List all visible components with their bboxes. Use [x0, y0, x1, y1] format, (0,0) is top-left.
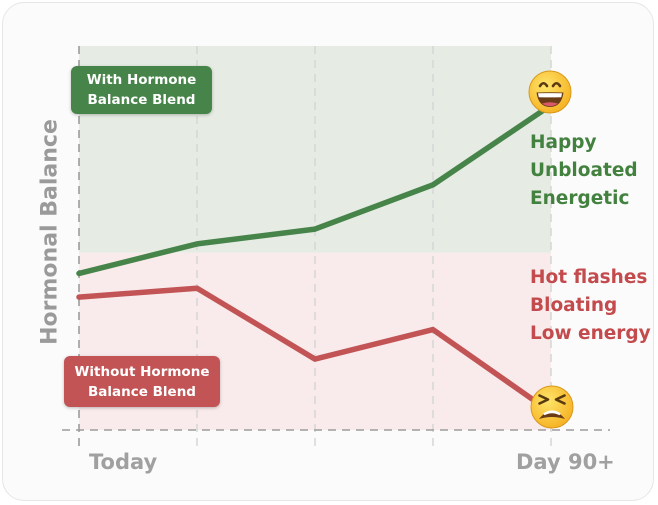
without-blend-outcomes: Hot flashes Bloating Low energy	[530, 264, 651, 348]
outcome-happy: Happy	[530, 132, 597, 153]
grinning-face-icon	[528, 70, 572, 114]
tired-face-icon	[530, 385, 574, 429]
outcome-energetic: Energetic	[530, 188, 630, 209]
x-tick-label-today: Today	[89, 450, 158, 474]
with-blend-outcomes: Happy Unbloated Energetic	[530, 129, 638, 213]
x-tick-label-day-90: Day 90+	[516, 450, 615, 474]
outcome-hot-flashes: Hot flashes	[530, 267, 648, 288]
outcome-bloating: Bloating	[530, 295, 618, 316]
outcome-unbloated: Unbloated	[530, 160, 638, 181]
without-blend-badge: Without Hormone Balance Blend	[64, 356, 220, 407]
y-axis-label: Hormonal Balance	[37, 119, 63, 345]
outcome-low-energy: Low energy	[530, 323, 651, 344]
with-blend-badge: With Hormone Balance Blend	[71, 66, 212, 114]
